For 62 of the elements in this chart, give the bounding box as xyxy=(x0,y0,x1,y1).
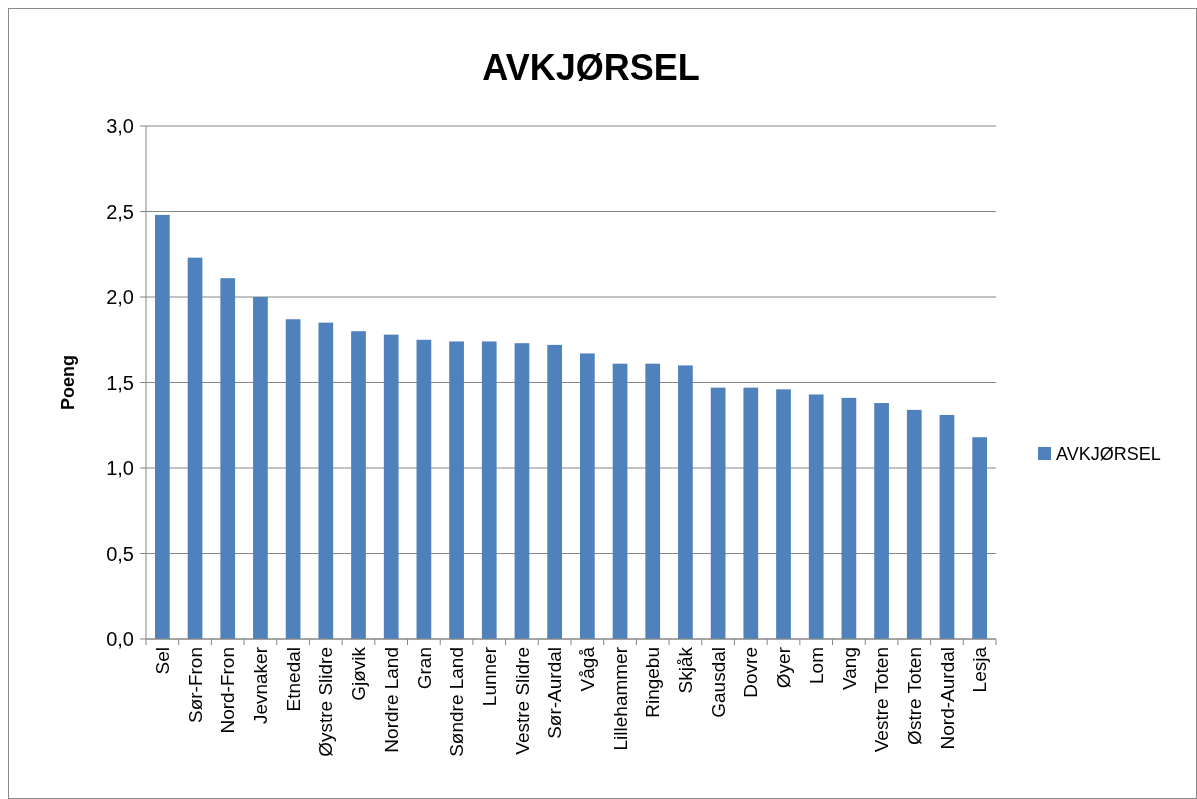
bar xyxy=(939,414,955,639)
y-tick-label: 2,0 xyxy=(106,286,134,308)
bar xyxy=(808,394,824,639)
bar xyxy=(612,363,628,639)
x-tick-label: Øystre Slidre xyxy=(315,647,337,757)
bar xyxy=(383,334,399,639)
x-tick-label: Nord-Aurdal xyxy=(936,647,958,750)
x-tick-label: Lunner xyxy=(478,646,500,707)
x-tick-label: Øyer xyxy=(773,646,795,689)
y-tick-label: 3,0 xyxy=(106,115,134,137)
x-tick-label: Nord-Fron xyxy=(217,647,239,734)
bar xyxy=(154,214,170,639)
x-tick-label: Vågå xyxy=(577,646,598,692)
bar xyxy=(874,403,889,639)
bar xyxy=(481,341,497,639)
bar xyxy=(449,341,464,639)
bar xyxy=(906,409,922,639)
bar xyxy=(776,389,791,639)
x-tick-label: Gjøvik xyxy=(348,646,370,701)
x-tick-label: Ringebu xyxy=(642,647,664,718)
bar xyxy=(743,387,759,639)
x-tick-label: Vestre Toten xyxy=(871,647,893,753)
bar xyxy=(547,344,563,639)
x-tick-label: Østre Toten xyxy=(903,647,925,745)
y-tick-label: 0,0 xyxy=(106,628,134,650)
x-tick-label: Jevnaker xyxy=(250,646,272,725)
x-tick-label: Nordre Land xyxy=(380,647,402,753)
bar xyxy=(579,353,595,639)
bar xyxy=(285,319,301,639)
bar xyxy=(253,297,268,639)
bar xyxy=(351,331,366,639)
bar xyxy=(514,343,530,639)
x-tick-label: Vestre Slidre xyxy=(511,647,533,755)
y-tick-label: 2,5 xyxy=(106,200,134,223)
y-tick-label: 1,0 xyxy=(106,457,134,479)
x-tick-label: Skjåk xyxy=(675,646,697,694)
bar xyxy=(841,397,857,639)
bar xyxy=(678,365,693,639)
x-tick-label: Gran xyxy=(413,647,435,690)
chart-title: AVKJØRSEL xyxy=(482,47,700,88)
x-tick-label: Lillehammer xyxy=(609,646,631,751)
legend-label: AVKJØRSEL xyxy=(1056,444,1161,465)
x-tick-label: Gausdal xyxy=(707,647,729,718)
x-tick-label: Sør-Fron xyxy=(184,647,206,723)
bar xyxy=(416,339,432,639)
bar xyxy=(972,437,988,639)
bar xyxy=(318,322,334,639)
x-tick-label: Vang xyxy=(838,647,860,690)
bar xyxy=(710,387,726,639)
y-tick-label: 0,5 xyxy=(106,542,134,565)
x-tick-label: Lom xyxy=(805,647,827,684)
bar xyxy=(645,363,661,639)
x-tick-label: Sel xyxy=(152,647,173,675)
x-tick-label: Etnedal xyxy=(282,647,304,712)
x-tick-label: Søndre Land xyxy=(446,647,468,757)
y-tick-label: 1,5 xyxy=(106,371,134,394)
bar xyxy=(220,278,236,639)
x-tick-label: Lesja xyxy=(969,646,991,693)
x-tick-label: Sør-Aurdal xyxy=(544,647,566,739)
bar xyxy=(187,257,203,639)
x-tick-label: Dovre xyxy=(740,647,762,698)
y-axis-title: Poeng xyxy=(58,354,78,411)
